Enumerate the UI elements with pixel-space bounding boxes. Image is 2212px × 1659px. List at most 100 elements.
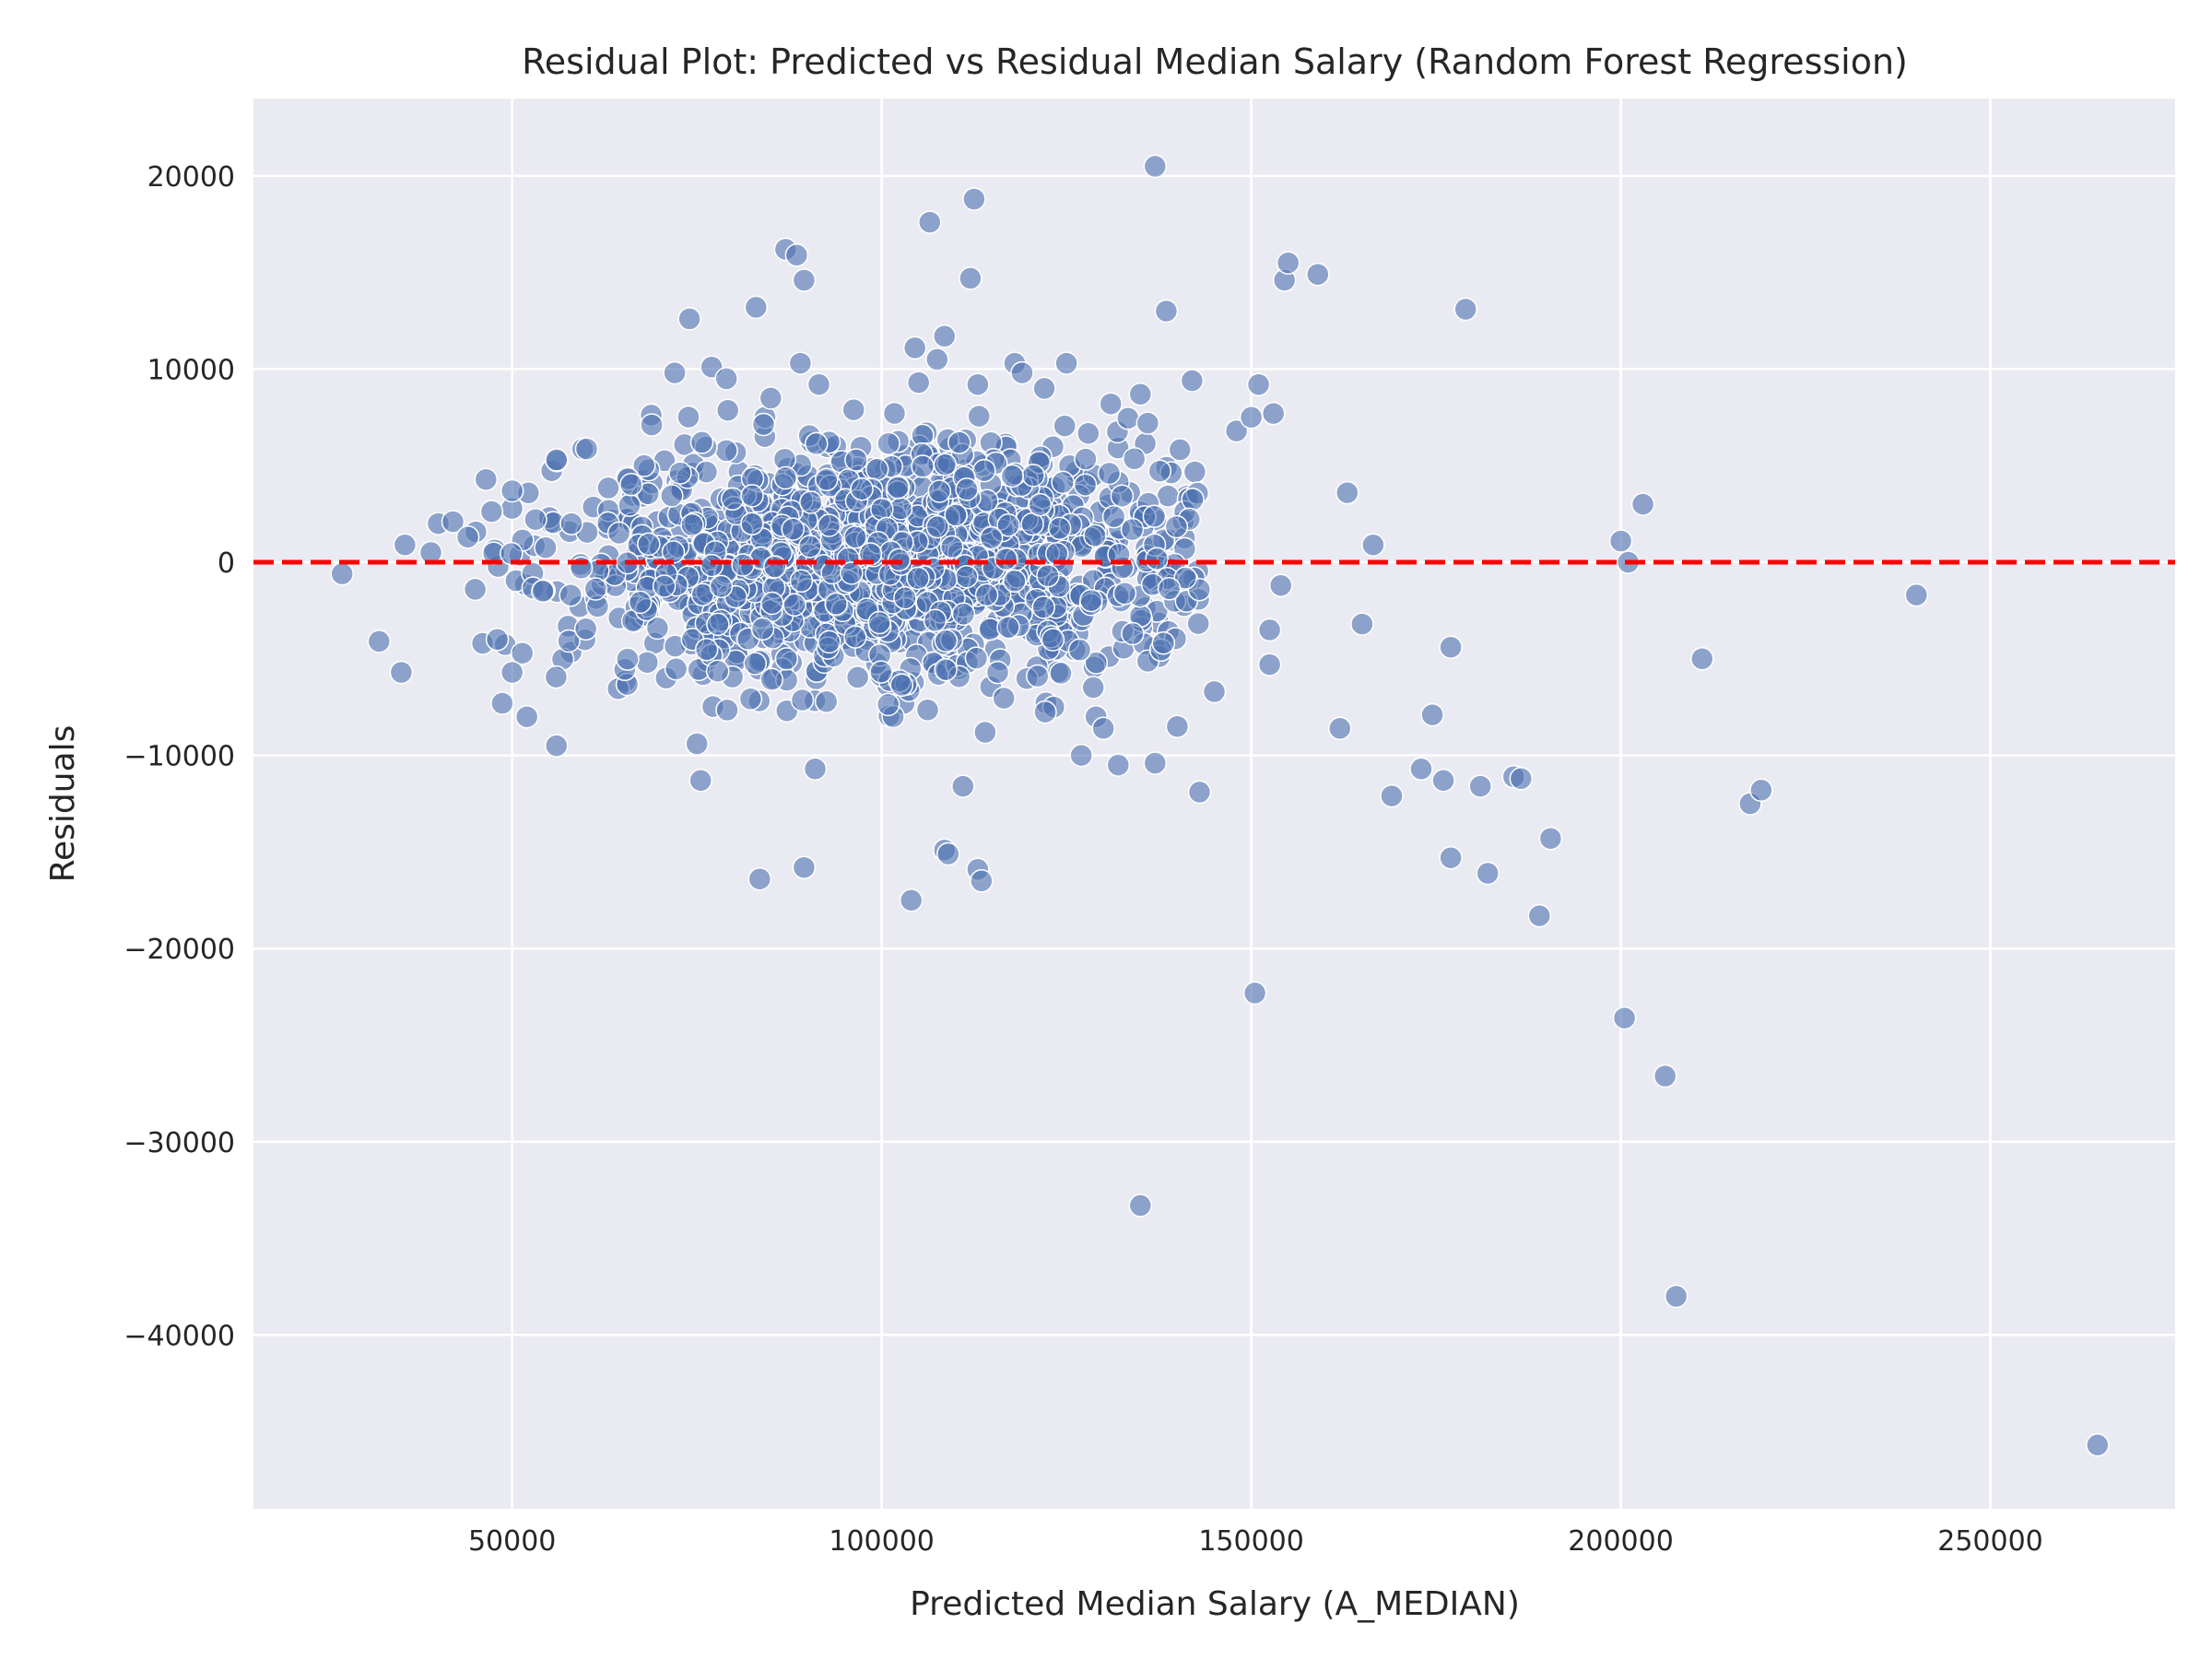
data-point <box>557 629 581 653</box>
data-point <box>1431 769 1455 793</box>
data-point <box>490 691 514 715</box>
data-point <box>782 593 806 618</box>
data-point <box>1142 504 1167 528</box>
data-point <box>1157 577 1182 601</box>
data-point <box>923 608 947 632</box>
data-point <box>955 564 979 589</box>
data-point <box>1476 861 1500 886</box>
data-point <box>1239 406 1264 429</box>
data-point <box>979 525 1004 550</box>
data-point <box>1653 1064 1677 1088</box>
data-point <box>889 673 914 698</box>
data-point <box>635 650 660 675</box>
data-point <box>951 774 975 798</box>
data-point <box>1128 1194 1153 1218</box>
data-point <box>1000 464 1025 488</box>
data-point <box>841 397 865 422</box>
data-point <box>628 590 653 615</box>
data-point <box>955 477 979 501</box>
data-point <box>792 268 817 292</box>
data-point <box>1021 464 1045 488</box>
data-point <box>1045 541 1069 566</box>
data-point <box>455 525 480 549</box>
y-tick-label: −30000 <box>124 1127 235 1159</box>
data-point <box>688 769 712 793</box>
x-tick-label: 100000 <box>829 1525 935 1558</box>
data-point <box>774 647 799 671</box>
data-point <box>731 553 755 577</box>
data-point <box>677 307 701 331</box>
grid-lines <box>253 99 2175 1509</box>
data-point <box>1156 484 1180 508</box>
data-point <box>709 574 734 599</box>
data-point <box>886 476 910 500</box>
data-point <box>524 507 547 532</box>
data-point <box>843 625 867 649</box>
data-point <box>1054 351 1078 375</box>
data-point <box>1147 459 1172 483</box>
data-point <box>660 484 684 508</box>
data-point <box>876 692 900 717</box>
data-point <box>1335 480 1359 505</box>
y-tick-label: −10000 <box>124 741 235 773</box>
data-point <box>1128 382 1153 406</box>
data-point <box>918 210 942 234</box>
data-point <box>1257 653 1282 677</box>
x-tick-label: 250000 <box>1937 1525 2043 1558</box>
data-point <box>1350 612 1374 636</box>
data-point <box>964 646 989 670</box>
data-points <box>330 154 2110 1457</box>
data-point <box>744 295 769 320</box>
data-point <box>1328 716 1352 741</box>
data-point <box>966 372 990 396</box>
data-point <box>1453 297 1477 322</box>
data-point <box>925 514 950 539</box>
data-point <box>899 888 924 912</box>
data-point <box>1181 488 1205 512</box>
data-point <box>652 574 677 598</box>
data-point <box>1135 411 1160 435</box>
data-point <box>869 660 893 684</box>
data-point <box>583 577 608 601</box>
data-point <box>664 657 688 681</box>
data-point <box>1154 299 1179 324</box>
data-point <box>747 866 772 891</box>
data-point <box>545 734 569 758</box>
data-point <box>773 465 798 490</box>
data-point <box>1527 903 1552 928</box>
data-point <box>545 448 569 472</box>
data-point <box>1120 517 1145 542</box>
data-point <box>715 398 740 422</box>
data-point <box>815 467 839 492</box>
data-point <box>632 453 656 477</box>
data-point <box>1032 376 1056 401</box>
data-point <box>882 401 907 426</box>
data-point <box>1084 651 1109 675</box>
data-point <box>934 629 959 653</box>
data-point <box>479 500 504 524</box>
data-point <box>927 479 952 503</box>
data-point <box>393 533 418 557</box>
data-point <box>1041 628 1065 652</box>
plot-background <box>253 99 2175 1509</box>
data-point <box>700 553 724 578</box>
data-point <box>330 561 354 586</box>
data-point <box>1106 753 1131 777</box>
y-tick-label: 10000 <box>147 354 235 386</box>
data-point <box>1630 492 1655 516</box>
data-point <box>1361 533 1385 557</box>
data-point <box>694 638 719 662</box>
data-point <box>750 617 775 641</box>
data-point <box>840 561 864 585</box>
data-point <box>1690 647 1714 671</box>
x-tick-label: 150000 <box>1198 1525 1304 1558</box>
data-point <box>619 473 643 497</box>
data-point <box>1003 569 1027 594</box>
data-point <box>1049 661 1073 686</box>
data-point <box>743 652 768 676</box>
data-point <box>1028 492 1053 517</box>
data-point <box>1439 635 1463 659</box>
data-point <box>740 512 764 535</box>
data-point <box>844 448 868 472</box>
data-point <box>996 513 1020 537</box>
